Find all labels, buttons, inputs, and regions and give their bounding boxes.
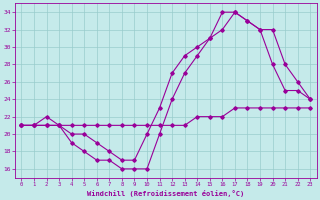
X-axis label: Windchill (Refroidissement éolien,°C): Windchill (Refroidissement éolien,°C) <box>87 190 244 197</box>
